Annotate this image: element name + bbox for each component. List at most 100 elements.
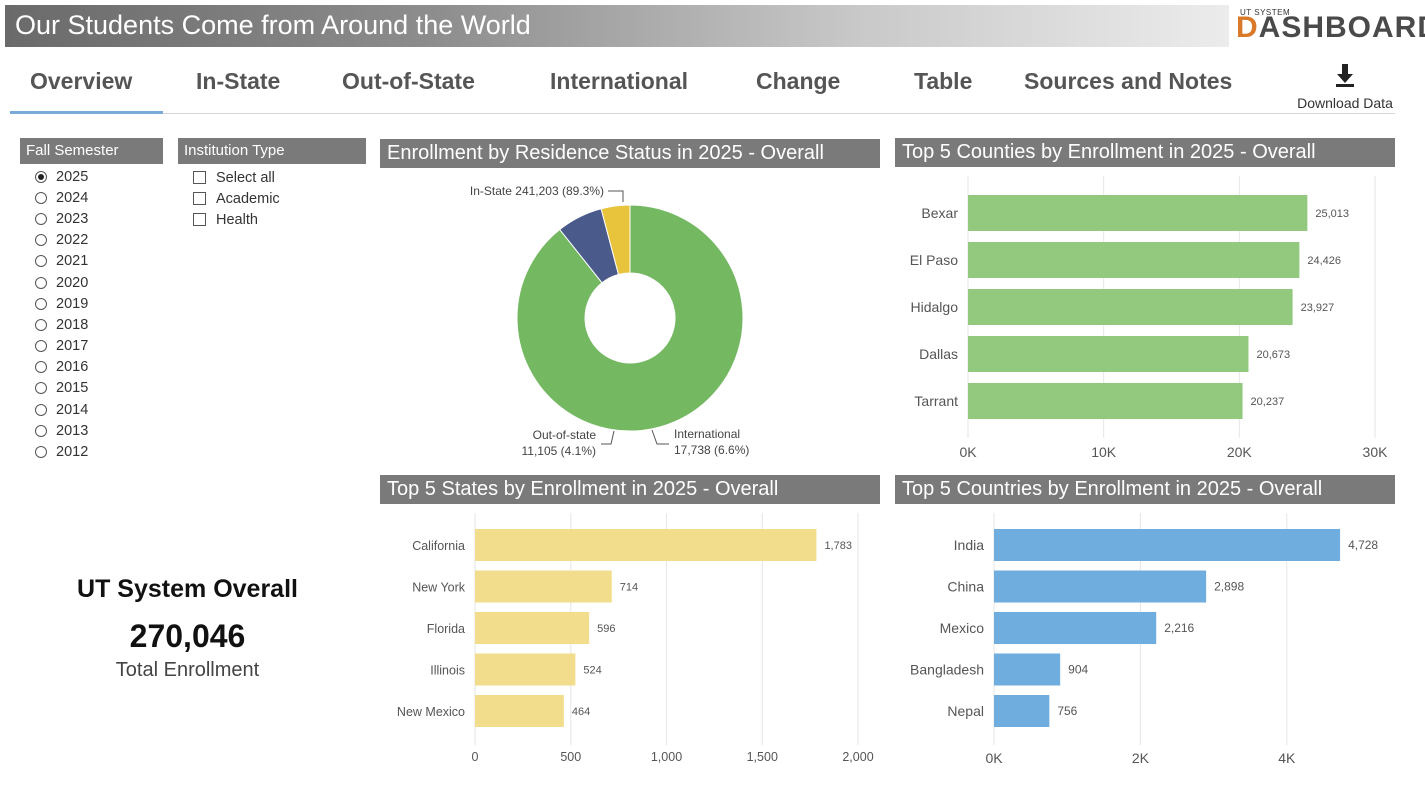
- radio-button[interactable]: [35, 424, 47, 437]
- checkbox[interactable]: [193, 192, 206, 206]
- bar-nepal[interactable]: [994, 695, 1050, 727]
- radio-button[interactable]: [35, 276, 47, 289]
- category-label: Illinois: [430, 664, 465, 678]
- data-label: 20,673: [1256, 349, 1290, 361]
- data-label: 25,013: [1315, 208, 1349, 220]
- international-label: International: [674, 427, 740, 441]
- radio-button[interactable]: [35, 361, 47, 374]
- bar-florida[interactable]: [475, 612, 590, 644]
- in-state-label: In-State 241,203 (89.3%): [470, 184, 604, 198]
- semester-option-2019[interactable]: 2019: [35, 293, 88, 314]
- category-label: Bangladesh: [910, 662, 984, 678]
- dashboard-logo: UT SYSTEM DASHBOARD: [1236, 8, 1425, 46]
- category-label: New York: [412, 581, 466, 595]
- nav-divider: [10, 113, 1395, 114]
- semester-option-2013[interactable]: 2013: [35, 420, 88, 441]
- x-tick-label: 0K: [959, 444, 977, 460]
- radio-button[interactable]: [35, 170, 47, 183]
- tab-table[interactable]: Table: [914, 68, 973, 94]
- institution-option-label: Academic: [216, 190, 280, 207]
- bar-bexar[interactable]: [968, 195, 1308, 231]
- states-chart-title: Top 5 States by Enrollment in 2025 - Ove…: [380, 475, 880, 504]
- x-tick-label: 500: [560, 750, 581, 764]
- bar-india[interactable]: [994, 529, 1341, 561]
- category-label: Dallas: [919, 346, 958, 362]
- semester-option-2017[interactable]: 2017: [35, 336, 88, 357]
- bar-tarrant[interactable]: [968, 383, 1243, 419]
- radio-button[interactable]: [35, 382, 47, 395]
- institution-option-health[interactable]: Health: [193, 209, 280, 230]
- semester-option-label: 2022: [56, 232, 89, 249]
- residence-chart-title: Enrollment by Residence Status in 2025 -…: [380, 139, 880, 168]
- tab-overview[interactable]: Overview: [30, 68, 133, 94]
- radio-button[interactable]: [35, 318, 47, 331]
- donut-slice-out-of-state[interactable]: [600, 204, 631, 276]
- institution-option-select-all[interactable]: Select all: [193, 167, 280, 188]
- bar-illinois[interactable]: [475, 653, 576, 686]
- bar-new-mexico[interactable]: [475, 695, 564, 727]
- bar-california[interactable]: [475, 529, 817, 561]
- data-label: 904: [1068, 663, 1088, 677]
- x-tick-label: 4K: [1278, 750, 1296, 766]
- radio-button[interactable]: [35, 255, 47, 268]
- tab-change[interactable]: Change: [756, 68, 841, 94]
- active-tab-indicator: [10, 111, 163, 114]
- bar-new-york[interactable]: [475, 570, 612, 603]
- radio-button[interactable]: [35, 446, 47, 459]
- semester-option-2020[interactable]: 2020: [35, 272, 88, 293]
- bar-mexico[interactable]: [994, 612, 1157, 644]
- semester-option-2012[interactable]: 2012: [35, 441, 88, 462]
- bar-dallas[interactable]: [968, 336, 1249, 372]
- bar-china[interactable]: [994, 570, 1207, 603]
- semester-option-label: 2016: [56, 359, 89, 376]
- semester-option-label: 2013: [56, 422, 89, 439]
- semester-option-label: 2018: [56, 316, 89, 333]
- data-label: 524: [583, 665, 601, 677]
- semester-option-2024[interactable]: 2024: [35, 187, 88, 208]
- category-label: India: [954, 537, 985, 553]
- bar-hidalgo[interactable]: [968, 289, 1293, 325]
- semester-option-label: 2012: [56, 444, 89, 461]
- donut-slice-in-state[interactable]: [516, 204, 744, 432]
- semester-option-2021[interactable]: 2021: [35, 251, 88, 272]
- institution-option-academic[interactable]: Academic: [193, 188, 280, 209]
- tab-international[interactable]: International: [550, 68, 689, 94]
- radio-button[interactable]: [35, 212, 47, 225]
- x-tick-label: 0K: [985, 750, 1003, 766]
- fall-semester-options: 2025 2024 2023 2022 2021 2020 2019 2018 2017 2016…: [35, 166, 88, 463]
- nav-tabs: Overview In-State Out-of-State Internati…: [0, 60, 1425, 116]
- tab-in-state[interactable]: In-State: [196, 68, 281, 94]
- semester-option-label: 2019: [56, 295, 89, 312]
- semester-option-2025[interactable]: 2025: [35, 166, 88, 187]
- category-label: Florida: [427, 622, 465, 636]
- radio-button[interactable]: [35, 297, 47, 310]
- bar-el-paso[interactable]: [968, 242, 1300, 278]
- semester-option-label: 2021: [56, 253, 89, 270]
- kpi-label: Total Enrollment: [115, 659, 260, 681]
- tab-out-of-state[interactable]: Out-of-State: [342, 68, 475, 94]
- x-tick-label: 10K: [1091, 444, 1117, 460]
- checkbox[interactable]: [193, 171, 206, 185]
- semester-option-2016[interactable]: 2016: [35, 357, 88, 378]
- semester-option-2023[interactable]: 2023: [35, 208, 88, 229]
- semester-option-2014[interactable]: 2014: [35, 399, 88, 420]
- bar-bangladesh[interactable]: [994, 653, 1061, 686]
- category-label: Tarrant: [914, 393, 958, 409]
- category-label: Hidalgo: [911, 299, 959, 315]
- radio-button[interactable]: [35, 403, 47, 416]
- radio-button[interactable]: [35, 340, 47, 353]
- category-label: Nepal: [947, 703, 984, 719]
- tab-sources-and-notes[interactable]: Sources and Notes: [1024, 68, 1233, 94]
- radio-button[interactable]: [35, 191, 47, 204]
- x-tick-label: 2K: [1132, 750, 1150, 766]
- checkbox[interactable]: [193, 213, 206, 227]
- data-label: 20,237: [1251, 396, 1285, 408]
- semester-option-2015[interactable]: 2015: [35, 378, 88, 399]
- semester-option-2018[interactable]: 2018: [35, 314, 88, 335]
- radio-button[interactable]: [35, 234, 47, 247]
- semester-option-2022[interactable]: 2022: [35, 230, 88, 251]
- category-label: China: [947, 579, 984, 595]
- x-tick-label: 30K: [1363, 444, 1389, 460]
- states-bar-chart: 0 500 1,000 1,500 2,000 California 1,783 New Yo…: [397, 513, 874, 764]
- download-data-button[interactable]: Download Data: [1295, 64, 1395, 111]
